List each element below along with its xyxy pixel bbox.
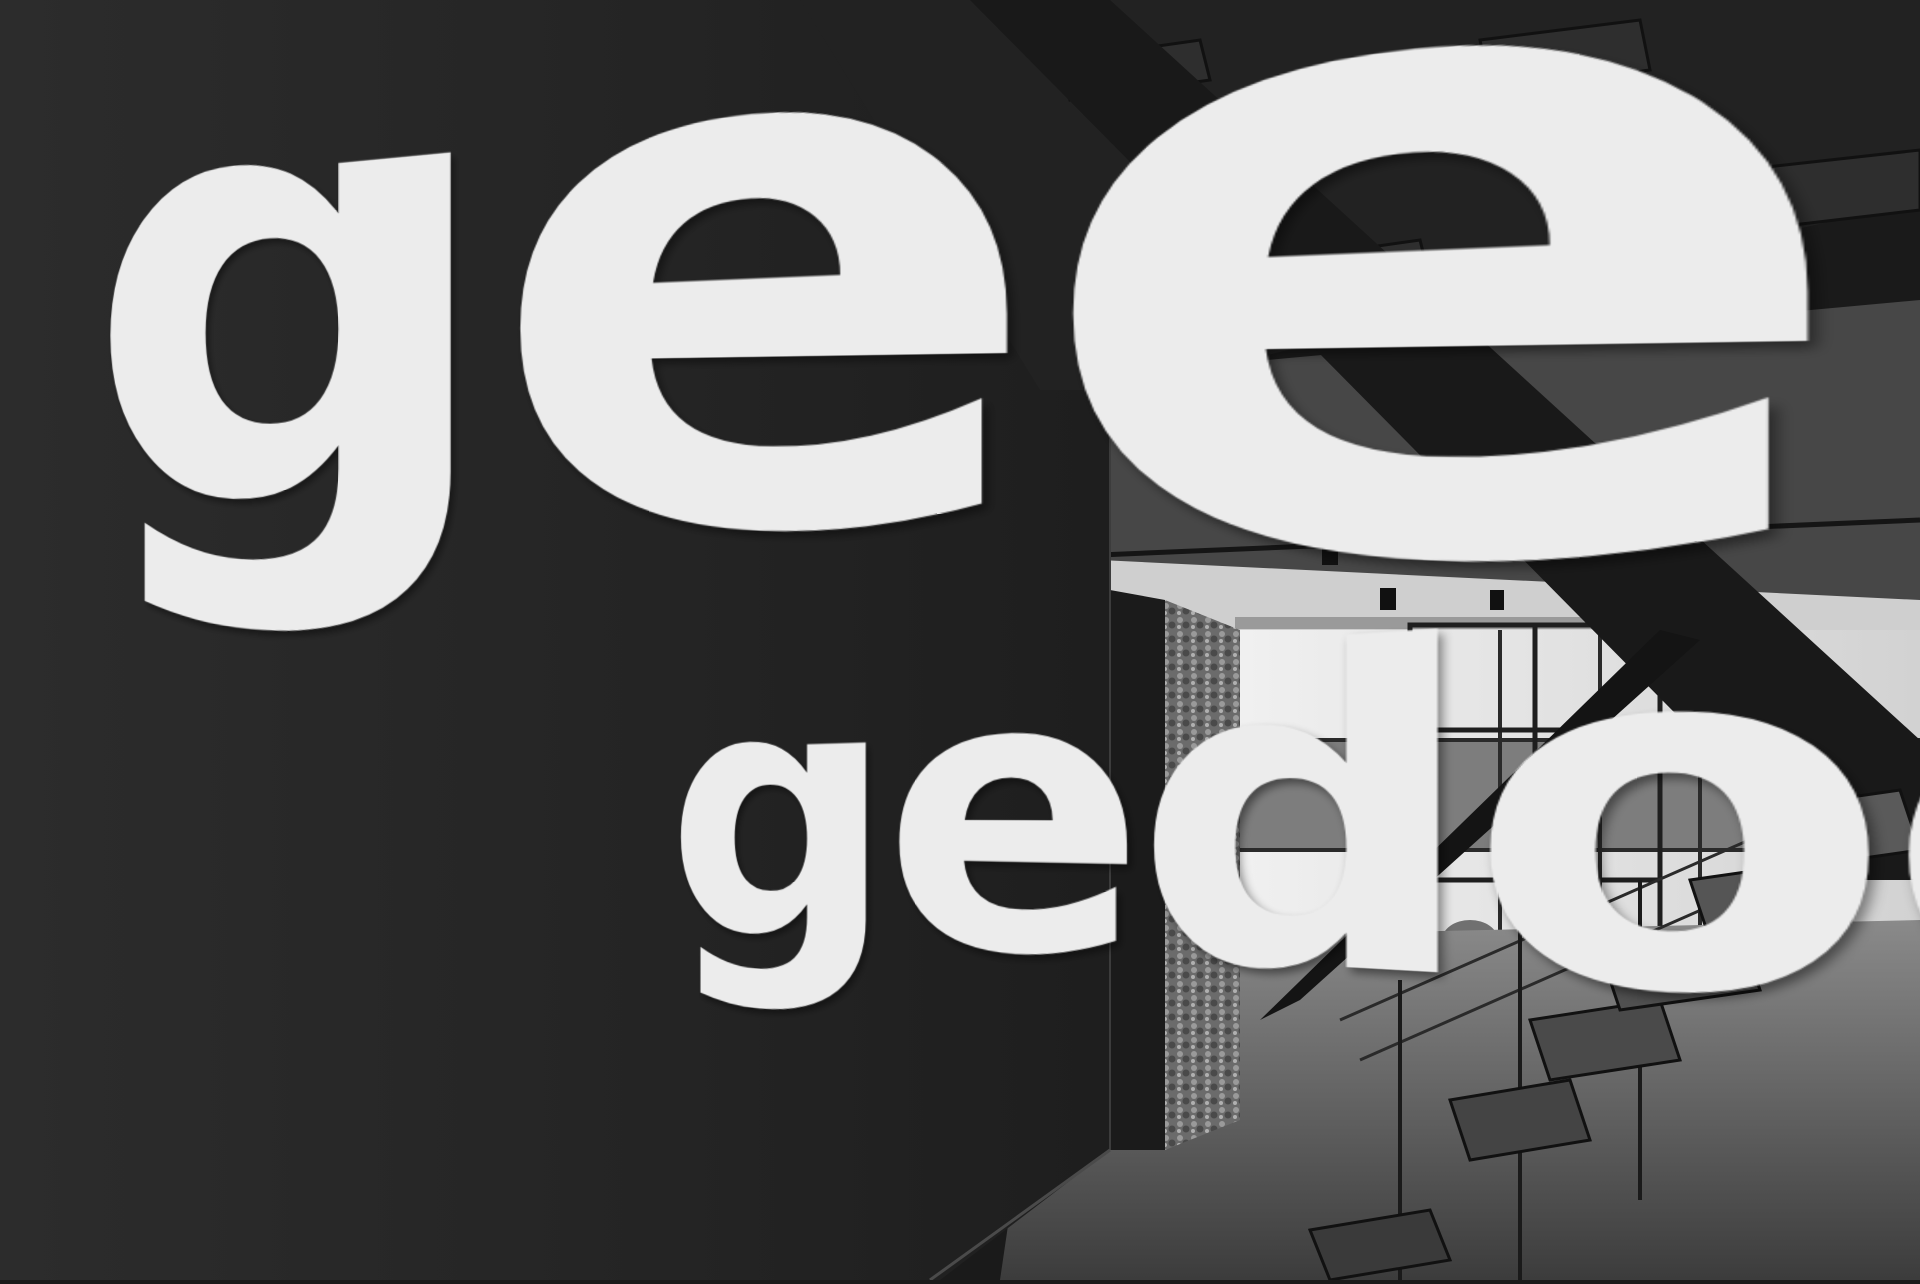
lower-handrail — [1260, 630, 1700, 1020]
spotlight-3 — [1490, 590, 1504, 610]
dark-wall — [0, 0, 1110, 1280]
lower-stair-treads — [1307, 788, 1920, 1282]
spotlight-1 — [1322, 535, 1338, 565]
moss-wall — [1165, 600, 1240, 1150]
guard-rail-1 — [1339, 798, 1841, 1022]
stair-stringer — [970, 0, 1920, 880]
baseboard — [929, 1148, 1111, 1282]
spotlight-2 — [1380, 588, 1396, 610]
dark-pillar — [1110, 590, 1165, 1150]
moss-wall-mirror — [1190, 800, 1224, 870]
